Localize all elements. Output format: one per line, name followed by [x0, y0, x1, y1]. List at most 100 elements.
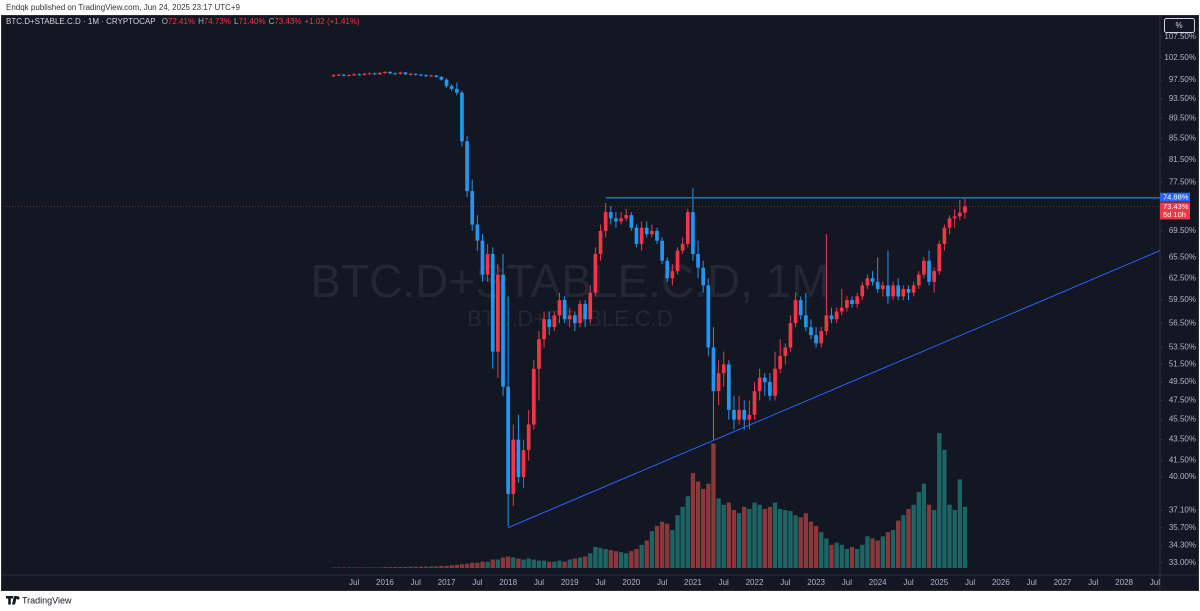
- candle-body: [788, 323, 793, 348]
- y-tick-label: 93.50%: [1169, 94, 1196, 103]
- volume-bar: [362, 567, 367, 568]
- volume-bar: [747, 508, 752, 568]
- volume-bar: [736, 513, 742, 568]
- candle-body: [398, 72, 403, 74]
- volume-bar: [598, 547, 603, 568]
- symbol: BTC.D+STABLE.C.D · 1M · CRYPTOCAP: [6, 17, 155, 26]
- time-axis: Jul 2016 Jul 2017 Jul 2018 Jul 2019 Jul 2020 Jul 20…: [349, 578, 1160, 587]
- candle-body: [665, 260, 670, 279]
- x-tick-label: Jul: [657, 578, 667, 587]
- candle-body: [419, 74, 423, 76]
- candle-body: [706, 285, 711, 348]
- candle-body: [475, 224, 480, 241]
- candle-body: [573, 315, 577, 324]
- candle-body: [916, 274, 921, 286]
- candle-body: [352, 74, 357, 76]
- candle-body: [757, 377, 762, 392]
- candle-body: [691, 212, 695, 254]
- volume-bar: [731, 509, 737, 568]
- volume-bar: [808, 521, 814, 568]
- volume-bar: [428, 566, 434, 568]
- volume-bar: [921, 483, 927, 568]
- legend-change: +1.02 (+1.41%): [305, 17, 360, 26]
- candle-body: [336, 74, 341, 76]
- watermark: BTC.D+STABLE.C.D, 1M: [310, 255, 829, 307]
- volume-bar: [880, 536, 885, 568]
- volume-bar: [444, 565, 449, 568]
- volume-bar: [459, 564, 465, 568]
- candle-body: [588, 292, 593, 320]
- candle-body: [783, 347, 788, 356]
- resistance-label-box: [1160, 192, 1190, 202]
- last-price-label: 73.43%: [1163, 202, 1189, 211]
- candle-body: [696, 253, 700, 268]
- candle-body: [660, 240, 664, 261]
- x-tick-label: Jul: [965, 578, 975, 587]
- volume-bar: [413, 566, 418, 568]
- x-tick-label: 2028: [1115, 578, 1133, 587]
- candle-body: [634, 227, 639, 244]
- candle-body: [496, 274, 500, 352]
- volume-bar: [926, 504, 932, 568]
- candle-body: [578, 303, 582, 324]
- volume-bar: [367, 567, 372, 568]
- candle-body: [619, 218, 623, 222]
- candle-body: [829, 315, 834, 320]
- y-tick-label: 56.50%: [1169, 318, 1196, 327]
- volume-bar: [716, 498, 721, 568]
- volume-bar: [911, 504, 916, 568]
- candle-body: [798, 300, 803, 316]
- volume-bar: [531, 559, 536, 568]
- volume-bar: [788, 511, 793, 568]
- volume-bar: [613, 551, 619, 568]
- candle-body: [701, 267, 706, 286]
- y-tick-label: 69.50%: [1169, 226, 1196, 235]
- candle-body: [824, 315, 829, 332]
- candle-body: [362, 73, 367, 75]
- volume-bar: [757, 504, 762, 568]
- legend-key: H: [198, 17, 204, 26]
- legend-value: 73.43%: [274, 17, 301, 26]
- publish-info: Endqk published on TradingView.com, Jun …: [6, 3, 241, 12]
- candle-body: [490, 253, 495, 352]
- candle-body: [501, 274, 505, 387]
- candle-body: [865, 278, 870, 286]
- volume-bar: [860, 544, 865, 568]
- x-tick-label: Jul: [349, 578, 359, 587]
- volume-bar: [618, 552, 624, 568]
- volume-bar: [932, 509, 937, 568]
- volume-bar: [849, 546, 855, 568]
- scale-button[interactable]: [1164, 18, 1195, 33]
- candle-body: [834, 311, 839, 320]
- candle-body: [963, 206, 967, 213]
- candle-body: [470, 191, 475, 225]
- y-tick-label: 59.50%: [1169, 295, 1196, 304]
- legend-key: O: [162, 17, 168, 26]
- candle-body: [793, 300, 798, 324]
- candle-body: [911, 285, 916, 293]
- y-tick-label: 53.50%: [1169, 343, 1196, 352]
- y-tick-label: 102.50%: [1164, 53, 1196, 62]
- legend-value: 74.73%: [204, 17, 231, 26]
- candle-body: [927, 260, 931, 282]
- candle-body: [845, 300, 849, 308]
- candle-body: [429, 75, 433, 77]
- volume-bar: [475, 562, 480, 568]
- candle-body: [465, 141, 469, 192]
- candle-body: [372, 73, 377, 75]
- volume-bar: [588, 553, 593, 568]
- volume-bar: [434, 566, 439, 568]
- volume-bar: [890, 530, 896, 568]
- scale-button-label[interactable]: %: [1175, 21, 1182, 30]
- x-tick-label: Jul: [1150, 578, 1160, 587]
- candle-body: [393, 73, 398, 75]
- candle-body: [367, 73, 372, 75]
- x-tick-label: Jul: [1027, 578, 1037, 587]
- volume-bar: [742, 506, 747, 568]
- volume-bar: [885, 532, 891, 568]
- volume-bar: [341, 567, 347, 568]
- candle-body: [424, 75, 428, 77]
- candle-body: [485, 253, 490, 275]
- y-tick-label: 85.50%: [1169, 134, 1196, 143]
- volume-bar: [593, 546, 598, 568]
